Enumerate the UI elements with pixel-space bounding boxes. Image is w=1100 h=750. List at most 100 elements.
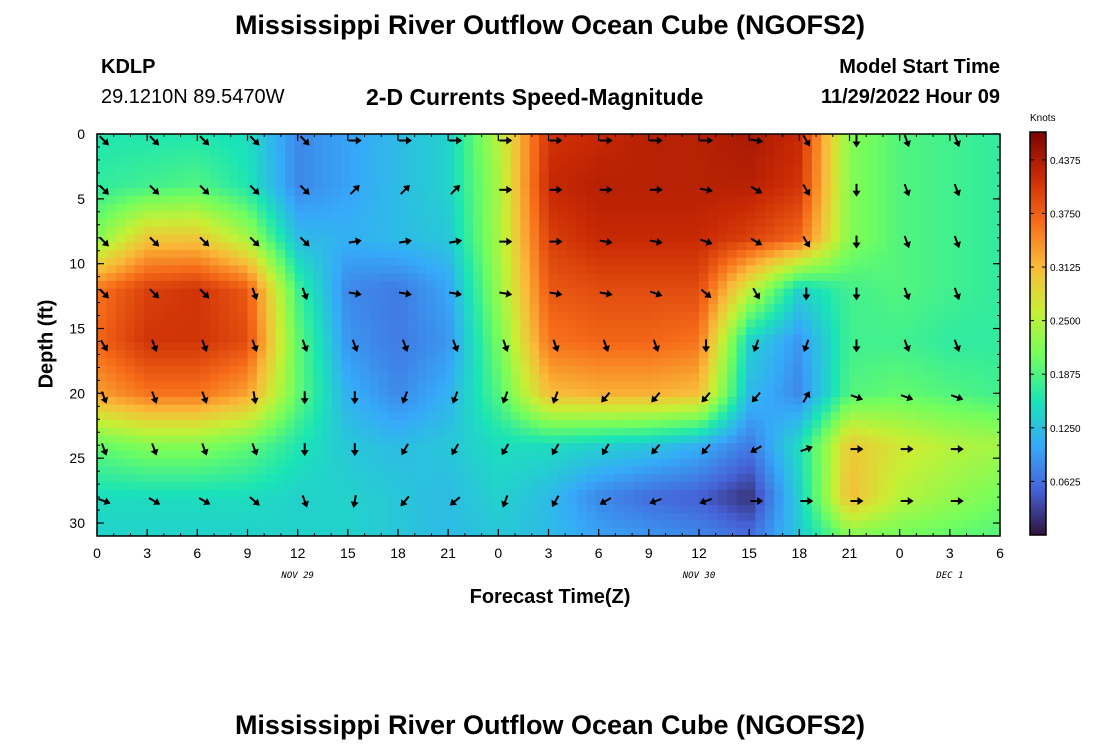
heatmap-cell (303, 234, 314, 243)
heatmap-cell (266, 427, 277, 437)
heatmap-cell (238, 172, 249, 181)
heatmap-cell (642, 226, 653, 236)
heatmap-cell (840, 520, 851, 529)
heatmap-cell (557, 505, 568, 514)
heatmap-cell (285, 234, 296, 243)
heatmap-cell (200, 335, 211, 344)
heatmap-cell (162, 520, 173, 529)
heatmap-cell (943, 420, 954, 429)
heatmap-cell (379, 520, 390, 529)
heatmap-cell (783, 396, 794, 406)
heatmap-cell (934, 450, 945, 460)
heatmap-cell (144, 528, 155, 536)
heatmap-cell (529, 350, 540, 359)
heatmap-cell (830, 505, 841, 514)
heatmap-cell (539, 319, 550, 328)
heatmap-cell (661, 257, 672, 267)
heatmap-cell (510, 296, 521, 305)
heatmap-cell (322, 234, 333, 243)
heatmap-cell (567, 149, 578, 158)
heatmap-cell (670, 358, 681, 367)
heatmap-cell (416, 242, 427, 251)
heatmap-cell (586, 358, 597, 367)
heatmap-cell (473, 474, 484, 483)
heatmap-cell (445, 188, 456, 197)
heatmap-cell (463, 226, 474, 236)
heatmap-cell (520, 141, 531, 151)
heatmap-cell (134, 505, 145, 514)
heatmap-cell (990, 381, 1000, 390)
heatmap-cell (586, 512, 597, 522)
heatmap-cell (586, 497, 597, 506)
heatmap-cell (981, 466, 992, 475)
heatmap-cell (275, 304, 286, 313)
heatmap-cell (510, 512, 521, 522)
heatmap-cell (567, 396, 578, 406)
heatmap-cell (435, 219, 446, 228)
heatmap-cell (924, 265, 935, 274)
heatmap-cell (162, 188, 173, 197)
heatmap-cell (793, 505, 804, 514)
heatmap-cell (134, 265, 145, 274)
heatmap-cell (567, 211, 578, 220)
heatmap-cell (209, 450, 220, 460)
heatmap-cell (369, 319, 380, 328)
heatmap-cell (595, 365, 606, 375)
heatmap-cell (539, 296, 550, 305)
heatmap-cell (228, 280, 239, 290)
heatmap-cell (830, 296, 841, 305)
heatmap-cell (783, 288, 794, 297)
heatmap-cell (858, 296, 869, 305)
heatmap-cell (463, 505, 474, 514)
heatmap-cell (426, 265, 437, 274)
heatmap-cell (360, 497, 371, 506)
heatmap-cell (445, 396, 456, 406)
heatmap-cell (896, 335, 907, 344)
heatmap-cell (943, 458, 954, 468)
heatmap-cell (153, 211, 164, 220)
heatmap-cell (764, 211, 775, 220)
heatmap-cell (369, 404, 380, 413)
heatmap-cell (379, 489, 390, 498)
heatmap-cell (708, 134, 719, 143)
heatmap-cell (256, 141, 267, 151)
heatmap-cell (962, 304, 973, 313)
heatmap-cell (463, 280, 474, 290)
heatmap-cell (567, 242, 578, 251)
heatmap-cell (905, 134, 916, 143)
heatmap-cell (238, 342, 249, 352)
heatmap-cell (604, 273, 615, 282)
heatmap-cell (586, 195, 597, 205)
heatmap-cell (962, 450, 973, 460)
heatmap-cell (388, 450, 399, 460)
heatmap-cell (313, 505, 324, 514)
heatmap-cell (793, 520, 804, 529)
heatmap-cell (473, 164, 484, 174)
heatmap-cell (793, 450, 804, 460)
heatmap-cell (191, 466, 202, 475)
heatmap-cell (539, 358, 550, 367)
heatmap-cell (971, 358, 982, 367)
heatmap-cell (134, 157, 145, 166)
heatmap-cell (971, 203, 982, 212)
heatmap-cell (821, 304, 832, 313)
heatmap-cell (191, 257, 202, 267)
heatmap-cell (501, 466, 512, 475)
heatmap-cell (501, 319, 512, 328)
heatmap-cell (614, 273, 625, 282)
heatmap-cell (501, 242, 512, 251)
heatmap-cell (567, 188, 578, 197)
heatmap-cell (670, 489, 681, 498)
heatmap-cell (181, 195, 192, 205)
heatmap-cell (595, 164, 606, 174)
heatmap-cell (990, 342, 1000, 352)
heatmap-cell (887, 373, 898, 382)
heatmap-cell (369, 280, 380, 290)
heatmap-cell (868, 389, 879, 398)
heatmap-cell (708, 450, 719, 460)
heatmap-cell (811, 412, 822, 421)
heatmap-cell (990, 164, 1000, 174)
heatmap-cell (510, 327, 521, 336)
heatmap-cell (689, 350, 700, 359)
heatmap-cell (520, 396, 531, 406)
